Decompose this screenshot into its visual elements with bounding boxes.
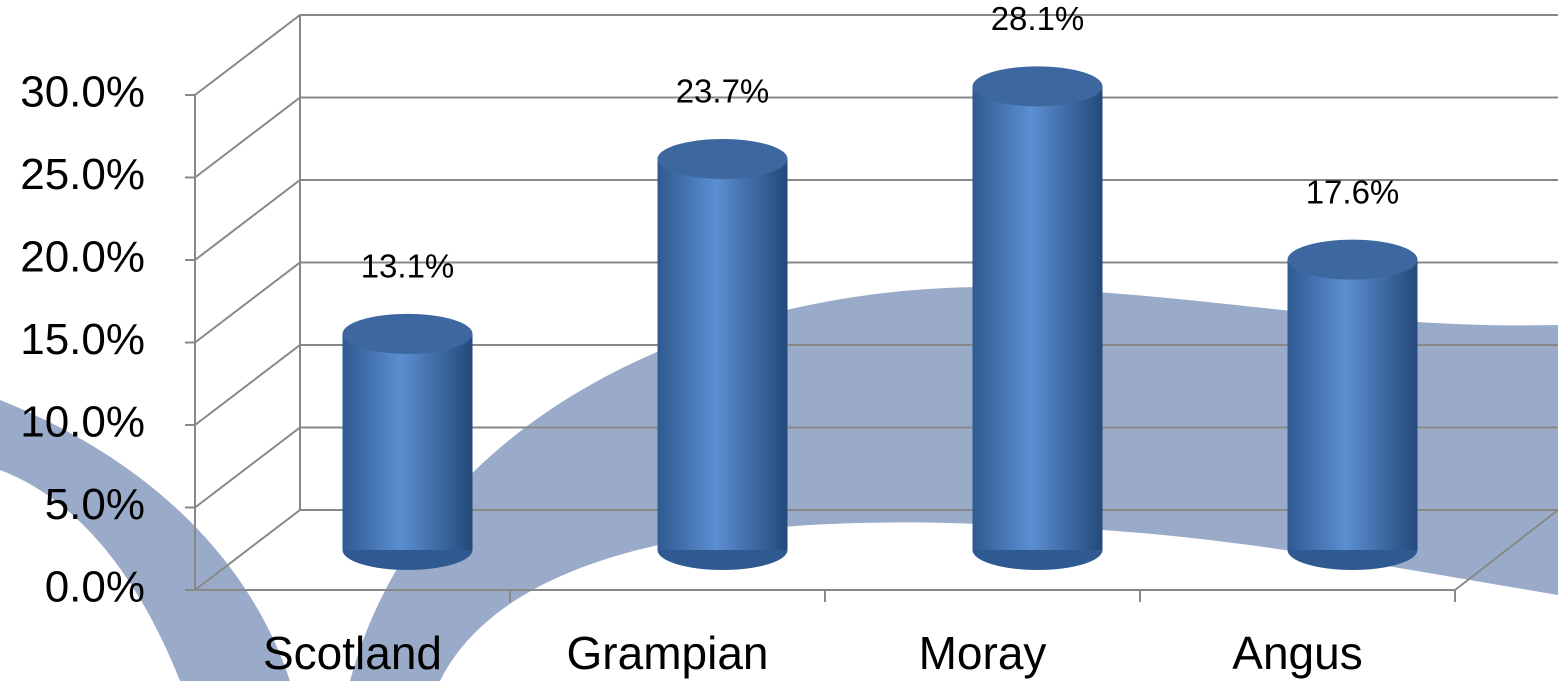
bar <box>658 159 788 550</box>
bar <box>343 334 473 550</box>
x-tick-label: Scotland <box>263 627 442 679</box>
y-tick-label: 20.0% <box>20 233 145 282</box>
value-label: 13.1% <box>361 248 455 285</box>
y-tick-label: 0.0% <box>45 563 145 612</box>
bar <box>1288 260 1418 550</box>
value-label: 23.7% <box>676 73 770 110</box>
y-tick-label: 15.0% <box>20 315 145 364</box>
bar-top <box>658 139 788 179</box>
x-tick-label: Angus <box>1232 627 1362 679</box>
grid-line <box>195 98 1558 178</box>
chart: 0.0% 5.0% 10.0% 15.0% 20.0% 25.0% 30.0% Scotlan… <box>0 0 1558 681</box>
value-label: 28.1% <box>991 0 1085 37</box>
grid-line <box>195 15 1558 95</box>
value-label: 17.6% <box>1306 173 1400 210</box>
y-tick-label: 25.0% <box>20 150 145 199</box>
bar-top <box>1288 240 1418 280</box>
y-tick-label: 10.0% <box>20 398 145 447</box>
x-tick-label: Grampian <box>567 627 769 679</box>
bar-top <box>973 66 1103 106</box>
bar <box>973 86 1103 550</box>
bar-top <box>343 314 473 354</box>
x-tick-label: Moray <box>919 627 1047 679</box>
y-tick-label: 5.0% <box>45 480 145 529</box>
y-tick-label: 30.0% <box>20 68 145 117</box>
